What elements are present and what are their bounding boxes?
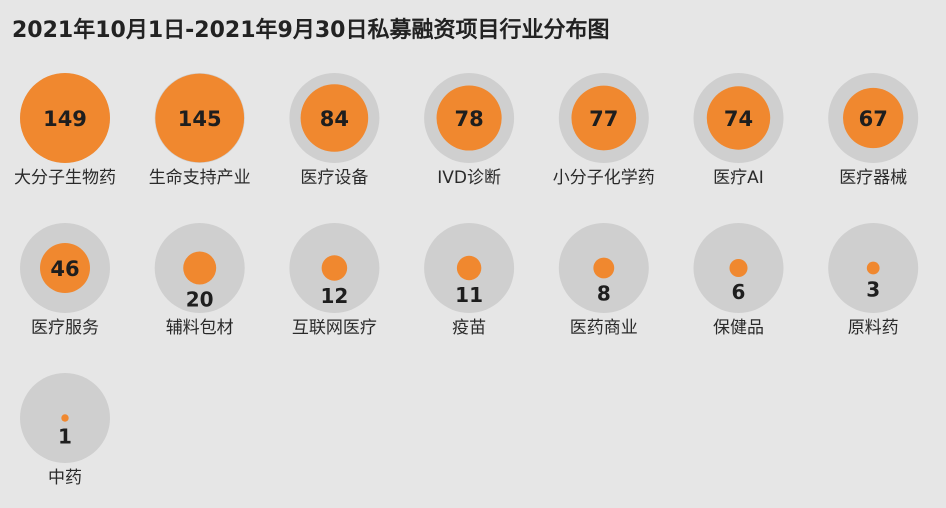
- category-label: 生命支持产业: [149, 168, 251, 188]
- category-label: 疫苗: [452, 318, 486, 338]
- value-label: 1: [58, 425, 72, 449]
- bubble: [321, 255, 348, 281]
- category-label: 大分子生物药: [14, 168, 116, 188]
- value-label: 77: [589, 107, 618, 131]
- category-label: 医疗器械: [839, 168, 907, 188]
- category-label: 中药: [48, 468, 82, 488]
- bubble: [20, 73, 110, 163]
- category-label: 辅料包材: [166, 318, 234, 338]
- value-label: 20: [186, 287, 214, 311]
- bubble: [593, 257, 615, 279]
- chart-title: 2021年10月1日-2021年9月30日私募融资项目行业分布图: [12, 18, 610, 43]
- category-label: 医疗AI: [713, 168, 764, 188]
- value-label: 12: [320, 284, 348, 308]
- category-label: 小分子化学药: [553, 168, 655, 188]
- bubble: [866, 261, 880, 275]
- bubble: [456, 255, 482, 281]
- bubble: [300, 84, 369, 152]
- value-label: 8: [597, 281, 611, 305]
- category-label: 医药商业: [570, 318, 638, 338]
- value-label: 3: [866, 277, 880, 301]
- category-label: 医疗设备: [300, 168, 368, 188]
- value-label: 74: [724, 107, 753, 131]
- bubble: [436, 85, 502, 151]
- category-label: 医疗服务: [31, 318, 99, 338]
- value-label: 46: [50, 257, 79, 281]
- bubble: [40, 243, 90, 293]
- category-label: 原料药: [848, 318, 899, 338]
- bubble: [843, 87, 904, 149]
- bubble: [571, 85, 637, 151]
- bubble: [61, 414, 69, 422]
- bubble: [155, 73, 245, 163]
- value-label: 67: [859, 107, 888, 131]
- value-label: 78: [454, 107, 483, 131]
- bubble: [729, 258, 748, 278]
- value-label: 84: [320, 107, 349, 131]
- category-label: IVD诊断: [437, 168, 501, 188]
- category-label: 互联网医疗: [292, 318, 377, 338]
- category-label: 保健品: [713, 318, 764, 338]
- value-label: 145: [178, 107, 222, 131]
- bubble: [706, 86, 771, 150]
- value-label: 6: [732, 280, 746, 304]
- value-label: 149: [43, 107, 87, 131]
- value-label: 11: [455, 283, 483, 307]
- bubble: [183, 251, 217, 285]
